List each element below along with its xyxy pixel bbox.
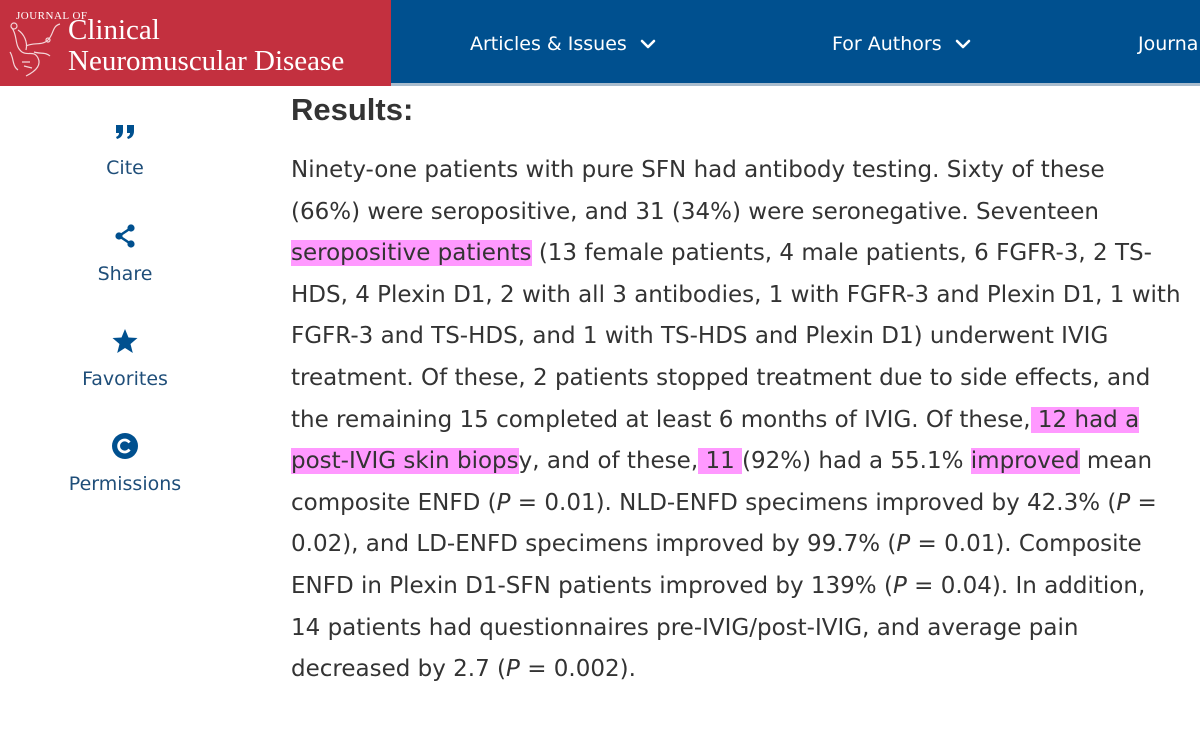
- journal-logo[interactable]: JOURNAL OF Clinical Neuromuscular Diseas…: [0, 0, 391, 86]
- copyright-icon: [112, 433, 138, 459]
- p-value-label: P: [506, 656, 520, 683]
- text-segment: y, and of these,: [518, 448, 699, 475]
- text-segment: Ninety-one patients with pure SFN had an…: [291, 157, 1105, 225]
- text-segment: (13 female patients, 4 male patients, 6 …: [291, 240, 1181, 433]
- p-value-label: P: [496, 489, 511, 516]
- nav-item-label: Articles & Issues: [470, 33, 627, 55]
- text-segment: = 0.01). Composite ENFD in Plexin D1-SFN…: [291, 531, 1142, 599]
- cite-label: Cite: [106, 157, 144, 179]
- text-segment: = 0.02), and LD-ENFD specimens improved …: [291, 489, 1157, 558]
- nav-articles-issues[interactable]: Articles & Issues: [470, 33, 657, 55]
- chevron-down-icon: [955, 39, 970, 49]
- nav-for-authors[interactable]: For Authors: [832, 33, 972, 55]
- text-segment: = 0.01). NLD-ENFD specimens improved by …: [510, 489, 1117, 516]
- text-segment: mean composite ENFD (: [291, 448, 1153, 516]
- p-value-label: P: [892, 572, 907, 599]
- text-segment: (92%) had a 55.1%: [742, 448, 971, 475]
- article-content: Results: Ninety-one patients with pure S…: [291, 86, 1181, 714]
- p-value-label: P: [1116, 489, 1131, 516]
- journal-emblem-icon: [9, 22, 61, 77]
- cite-button[interactable]: Cite: [40, 115, 210, 179]
- permissions-label: Permissions: [68, 473, 182, 495]
- chevron-down-icon: [640, 39, 656, 49]
- highlight: 11: [698, 448, 743, 475]
- nav-item-label: For Authors: [832, 33, 942, 55]
- brand-journal-of: JOURNAL OF: [16, 10, 88, 22]
- results-paragraph: Ninety-one patients with pure SFN had an…: [291, 150, 1181, 691]
- favorites-label: Favorites: [82, 368, 168, 390]
- nav-journal[interactable]: Journal: [1138, 33, 1200, 55]
- text-segment: = 0.002).: [519, 656, 636, 683]
- brand-title-line1: Clinical: [68, 14, 160, 46]
- share-button[interactable]: Share: [40, 221, 210, 285]
- p-value-label: P: [896, 531, 911, 558]
- site-header: JOURNAL OF Clinical Neuromuscular Diseas…: [0, 0, 1200, 86]
- share-icon: [115, 224, 135, 248]
- permissions-button[interactable]: Permissions: [40, 431, 210, 495]
- quote-icon: [116, 125, 134, 139]
- favorites-button[interactable]: Favorites: [40, 326, 210, 390]
- section-heading: Results:: [291, 92, 414, 127]
- highlight: improved: [970, 448, 1080, 475]
- main-nav: Articles & Issues For Authors Journal: [391, 0, 1200, 86]
- highlight: seropositive patients: [291, 240, 532, 267]
- share-label: Share: [97, 263, 153, 285]
- star-icon: [112, 329, 138, 353]
- nav-item-label: Journal: [1138, 33, 1200, 55]
- brand-title-line2: Neuromuscular Disease: [68, 45, 345, 77]
- text-segment: = 0.04). In addition, 14 patients had qu…: [291, 572, 1146, 683]
